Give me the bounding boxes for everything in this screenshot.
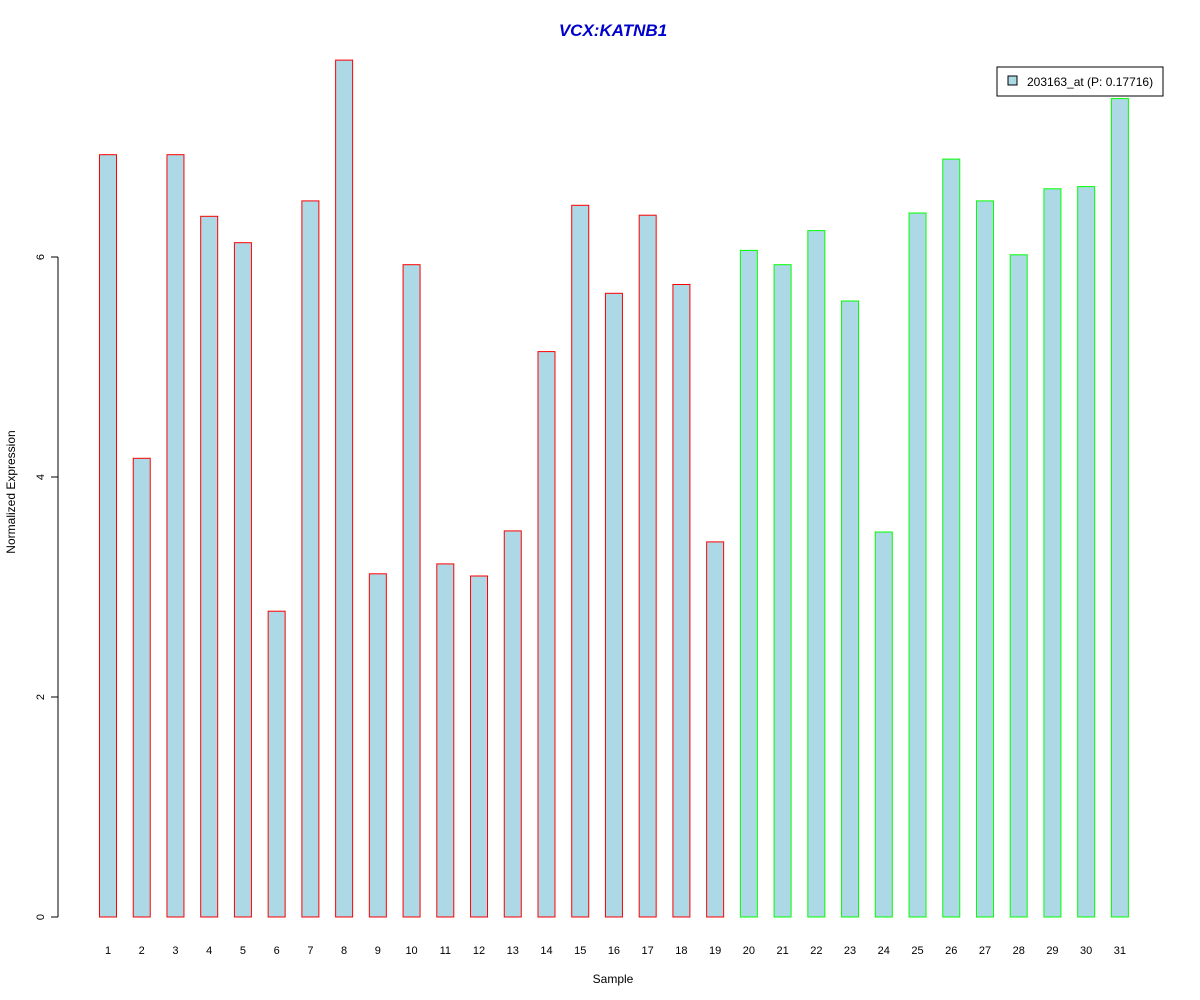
bar xyxy=(638,214,657,918)
x-tick-label: 8 xyxy=(341,945,347,957)
y-tick-label: 0 xyxy=(35,914,47,920)
x-tick-label: 25 xyxy=(911,945,923,957)
x-tick-label: 28 xyxy=(1013,945,1025,957)
x-tick-label: 6 xyxy=(274,945,280,957)
x-tick-label: 10 xyxy=(405,945,417,957)
x-tick-label: 30 xyxy=(1080,945,1092,957)
x-tick-label: 9 xyxy=(375,945,381,957)
x-tick-label: 31 xyxy=(1114,945,1126,957)
bar xyxy=(1043,188,1062,918)
x-tick-label: 7 xyxy=(307,945,313,957)
bars xyxy=(99,59,1129,918)
bar xyxy=(739,249,758,918)
y-tick-label: 2 xyxy=(35,694,47,700)
bar xyxy=(571,204,590,918)
x-axis-label: Sample xyxy=(593,972,634,986)
bar xyxy=(470,575,489,918)
x-tick-label: 14 xyxy=(540,945,552,957)
x-tick-label: 29 xyxy=(1046,945,1058,957)
bar xyxy=(908,212,927,918)
x-tick-label: 11 xyxy=(440,945,451,957)
y-tick-label: 6 xyxy=(35,254,47,260)
bar xyxy=(706,541,725,918)
x-tick-label: 26 xyxy=(945,945,957,957)
bar xyxy=(233,242,252,918)
x-tick-label: 20 xyxy=(743,945,755,957)
legend-box xyxy=(996,66,1164,97)
bar xyxy=(537,351,556,918)
y-axis: 0 2 4 6 xyxy=(35,254,59,920)
x-tick-label: 24 xyxy=(878,945,890,957)
x-tick-label: 12 xyxy=(473,945,485,957)
x-tick-label: 5 xyxy=(240,945,246,957)
bar xyxy=(267,610,286,918)
x-tick-label: 18 xyxy=(675,945,687,957)
bar xyxy=(368,573,387,918)
bar xyxy=(503,530,522,918)
legend-swatch xyxy=(1007,75,1018,86)
x-tick-label: 16 xyxy=(608,945,620,957)
x-tick-label: 27 xyxy=(979,945,991,957)
legend: 203163_at (P: 0.17716) xyxy=(996,66,1164,97)
bar xyxy=(1077,186,1096,918)
bar xyxy=(166,154,185,918)
x-tick-label: 1 xyxy=(105,945,111,957)
x-tick-label: 21 xyxy=(776,945,788,957)
legend-label: 203163_at (P: 0.17716) xyxy=(1027,75,1153,89)
bar xyxy=(200,215,219,918)
bar xyxy=(604,292,623,918)
x-tick-label: 4 xyxy=(206,945,212,957)
bar xyxy=(132,457,151,918)
bar xyxy=(301,200,320,918)
bar xyxy=(1110,98,1129,918)
x-tick-label: 22 xyxy=(810,945,822,957)
y-tick-label: 4 xyxy=(35,474,47,480)
bar xyxy=(99,154,117,918)
bar xyxy=(841,300,860,918)
bar xyxy=(672,284,691,918)
x-tick-label: 13 xyxy=(507,945,519,957)
y-axis-label: Normalized Expression xyxy=(4,430,18,553)
bar xyxy=(773,264,792,918)
bar xyxy=(942,158,961,918)
x-ticks: 1 2 3 4 5 6 7 8 9 10 11 12 13 14 15 16 17 18 19 20 21 22 23 24 2… xyxy=(105,945,1126,957)
bar xyxy=(975,200,994,918)
bar xyxy=(402,264,421,918)
x-tick-label: 17 xyxy=(642,945,654,957)
bar xyxy=(874,531,893,918)
x-tick-label: 2 xyxy=(139,945,145,957)
bar xyxy=(436,563,455,918)
x-tick-label: 19 xyxy=(709,945,721,957)
x-tick-label: 23 xyxy=(844,945,856,957)
bar xyxy=(807,230,826,918)
chart-title: VCX:KATNB1 xyxy=(559,21,667,40)
bar xyxy=(335,59,354,918)
bar xyxy=(1009,254,1028,918)
x-tick-label: 3 xyxy=(172,945,178,957)
x-tick-label: 15 xyxy=(574,945,586,957)
